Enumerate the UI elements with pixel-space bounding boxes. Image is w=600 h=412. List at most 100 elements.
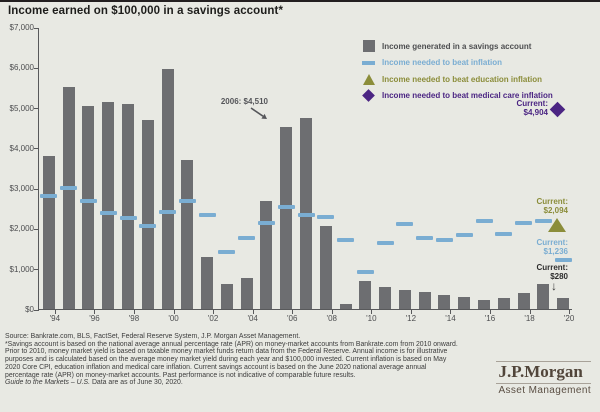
inflation-dash-2014: [435, 237, 453, 242]
footnote-line: 2020 Core CPI, education inflation and m…: [5, 363, 427, 371]
bar-1994: [42, 155, 55, 309]
x-axis-tick: [529, 310, 531, 314]
current-education-value: $2,094: [543, 206, 568, 216]
x-axis-tick: [410, 310, 412, 314]
y-axis-tick: [34, 228, 39, 230]
x-axis-label: '96: [89, 314, 100, 323]
inflation-dash-2016: [475, 218, 493, 223]
footnote-line: Source: Bankrate.com, BLS, FactSet, Fede…: [5, 333, 301, 340]
top-divider: [0, 0, 600, 2]
current-medical-value: $4,904: [523, 108, 548, 118]
legend-item-1: Income needed to beat inflation: [360, 55, 553, 72]
current-savings-value: $280: [550, 272, 568, 282]
footnote-line: *Savings account is based on the nationa…: [5, 340, 458, 348]
education-triangle-icon: [548, 218, 566, 232]
x-axis-label: '10: [366, 314, 377, 323]
footnote-line: percentage rate (APR) on money-market ac…: [5, 371, 356, 379]
x-axis-label: '14: [445, 314, 456, 323]
triangle-icon: [362, 73, 375, 85]
x-axis-tick: [569, 310, 571, 314]
y-axis-label: $3,000: [9, 184, 34, 194]
x-axis-label: '98: [128, 314, 140, 323]
dash-icon: [362, 61, 375, 65]
legend-item-label: Income needed to beat education inflatio…: [382, 74, 543, 84]
bar-1997: [102, 101, 115, 309]
footnote-line: purposes and is calculated based on the …: [5, 356, 447, 364]
inflation-dash-1994: [40, 193, 58, 198]
inflation-dash-1995: [60, 185, 78, 190]
y-axis-label: $2,000: [9, 224, 34, 234]
inflation-dash-2008: [317, 214, 335, 219]
bar-2018: [517, 293, 530, 309]
current-inflation-label: Current: $1,236: [536, 238, 568, 256]
inflation-dash-1997: [99, 211, 117, 216]
inflation-dash-2010: [356, 269, 374, 274]
x-axis-label: '12: [405, 314, 417, 323]
footnote-lines: Source: Bankrate.com, BLS, FactSet, Fede…: [5, 333, 499, 379]
current-education-label: Current: $2,094: [536, 197, 568, 215]
x-axis-tick: [292, 310, 294, 314]
inflation-dash-2015: [455, 233, 473, 238]
inflation-dash-2003: [218, 249, 236, 254]
x-axis-label: '94: [49, 314, 61, 323]
current-education-caption: Current:: [536, 197, 568, 206]
savings-down-arrow-icon: ↓: [551, 279, 557, 293]
bar-2016: [478, 300, 490, 309]
bar-2014: [438, 294, 451, 309]
bar-2002: [201, 256, 214, 309]
y-axis-tick: [34, 108, 39, 110]
inflation-dash-2007: [297, 212, 315, 217]
square-icon: [362, 40, 375, 53]
y-axis-tick: [34, 148, 39, 150]
legend-item-3: Income needed to beat medical care infla…: [360, 88, 553, 105]
bar-1999: [141, 119, 154, 309]
y-axis-tick: [34, 188, 39, 190]
bar-2013: [418, 292, 431, 309]
x-axis-label: '02: [207, 314, 219, 323]
inflation-dash-2012: [396, 222, 414, 227]
legend-item-label: Income needed to beat inflation: [382, 58, 503, 68]
bar-1996: [82, 105, 95, 309]
x-axis-tick: [331, 310, 333, 314]
x-axis-label: '18: [524, 314, 535, 323]
inflation-dash-2013: [416, 235, 434, 240]
inflation-dash-2009: [337, 237, 355, 242]
inflation-dash-2018: [515, 220, 533, 225]
y-axis-label: $6,000: [9, 63, 34, 73]
bar-2017: [497, 298, 510, 309]
inflation-dash-2017: [495, 232, 513, 237]
y-axis-tick: [34, 27, 39, 29]
bar-1995: [62, 87, 75, 309]
bar-2001: [181, 159, 194, 309]
x-axis-tick: [134, 310, 135, 314]
x-axis-label: '04: [247, 314, 258, 323]
footnote-gtm-line: Guide to the Markets – U.S. Data are as …: [5, 379, 499, 387]
inflation-dash-2001: [178, 199, 196, 204]
jpmorgan-logo-name: J.P.Morgan: [496, 361, 591, 384]
gtm-title: Guide to the Markets – U.S.: [5, 379, 91, 387]
legend-item-label: Income needed to beat medical care infla…: [382, 91, 553, 101]
current-savings-label: Current: $280: [536, 263, 568, 281]
footnote-line: Prior to 2010, money market yield is bas…: [5, 348, 448, 356]
legend-item-0: Income generated in a savings account: [360, 38, 553, 55]
legend-item-2: Income needed to beat education inflatio…: [360, 71, 553, 88]
x-axis-tick: [94, 310, 96, 314]
jpmorgan-logo: J.P.Morgan Asset Management: [496, 361, 591, 396]
bar-2020: [557, 297, 570, 309]
x-axis-label: '20: [563, 314, 575, 323]
y-axis-tick: [34, 269, 39, 271]
gtm-date: Data are as of June 30, 2020.: [90, 379, 183, 387]
bar-2015: [458, 296, 471, 309]
current-savings-caption: Current:: [536, 263, 568, 272]
bar-2006: [280, 127, 293, 309]
y-axis-label: $7,000: [9, 23, 34, 32]
annotation-2006-peak: 2006: $4,510: [220, 97, 268, 106]
inflation-dash-2005: [257, 220, 275, 225]
footnote-block: Source: Bankrate.com, BLS, FactSet, Fede…: [5, 333, 499, 387]
y-axis-label: $0: [25, 305, 34, 314]
x-axis-tick: [173, 310, 175, 314]
current-medical-caption: Current:: [516, 99, 548, 108]
bar-2000: [161, 69, 174, 309]
x-axis-label: '00: [168, 314, 179, 323]
